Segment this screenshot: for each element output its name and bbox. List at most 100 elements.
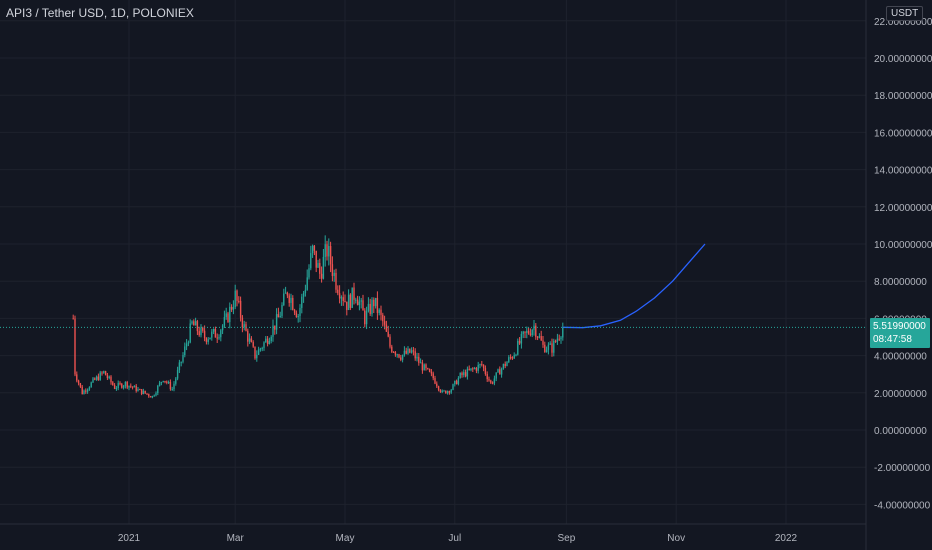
candle-body — [311, 245, 314, 254]
candle-body — [227, 313, 229, 323]
x-tick-label: 2022 — [775, 533, 798, 544]
candle-body — [306, 277, 308, 290]
candle-body — [182, 355, 184, 362]
candle-body — [113, 385, 116, 389]
candle-body — [151, 395, 154, 398]
candle-body — [326, 244, 328, 257]
candle-body — [540, 336, 542, 341]
candle-body — [76, 374, 78, 381]
currency-badge[interactable]: USDT — [886, 6, 924, 21]
candle-body — [131, 386, 134, 388]
candle-body — [74, 318, 76, 375]
candle-body — [268, 340, 271, 345]
candle-body — [146, 393, 148, 395]
candle-body — [389, 336, 391, 347]
candle-body — [286, 292, 289, 296]
candle-body — [556, 338, 559, 342]
candle-body — [457, 378, 460, 385]
x-tick-label: 2021 — [118, 533, 141, 544]
candle-body — [252, 342, 254, 347]
candle-body — [241, 317, 244, 328]
candle-body — [425, 364, 427, 369]
candle-body — [391, 346, 393, 352]
candle-body — [248, 338, 251, 342]
candle-body — [410, 350, 413, 353]
projection-line — [562, 243, 706, 329]
candle-body — [506, 362, 508, 367]
candle-body — [554, 340, 557, 342]
candle-body — [396, 354, 398, 356]
candle-body — [313, 245, 316, 251]
candle-body — [545, 349, 548, 353]
candle-body — [148, 394, 150, 397]
candle-body — [90, 382, 92, 388]
candle-body — [189, 323, 191, 343]
candle-body — [421, 362, 424, 371]
candle-body — [371, 299, 373, 314]
candle-body — [275, 314, 278, 330]
candle-body — [409, 348, 411, 353]
candle-body — [272, 325, 274, 337]
price-axis[interactable]: 22.00000000 20.00000000 18.00000000 16.0000… — [874, 17, 932, 512]
candle-body — [383, 321, 386, 325]
candle-body — [119, 383, 121, 385]
candle-body — [455, 380, 458, 385]
candle-body — [153, 395, 155, 397]
candle-body — [97, 376, 100, 381]
candle-body — [193, 321, 195, 326]
x-tick-label: Sep — [558, 533, 576, 544]
candle-body — [436, 383, 438, 387]
candle-body — [290, 297, 292, 303]
candle-body — [418, 356, 420, 363]
candle-body — [104, 371, 107, 376]
candle-body — [259, 348, 262, 350]
candle-body — [515, 354, 517, 356]
candle-body — [301, 296, 303, 308]
time-axis[interactable]: 2021 Mar May Jul Sep Nov 2022 — [118, 533, 798, 544]
candle-body — [266, 338, 269, 345]
candle-body — [167, 382, 170, 384]
candle-body — [374, 297, 377, 307]
candle-body — [380, 309, 382, 315]
candle-body — [542, 340, 544, 345]
candle-body — [355, 299, 357, 301]
candle-body — [194, 321, 197, 326]
candle-body — [221, 325, 224, 331]
candle-body — [295, 312, 298, 318]
candle-body — [256, 354, 258, 359]
candle-body — [212, 328, 215, 332]
candle-body — [459, 372, 461, 379]
candle-body — [342, 297, 344, 301]
candle-body — [79, 383, 82, 387]
candle-body — [239, 300, 242, 318]
x-tick-label: Jul — [448, 533, 461, 544]
candle-body — [331, 264, 334, 277]
candle-body — [281, 304, 283, 316]
candle-body — [207, 339, 209, 342]
candle-body — [437, 386, 440, 390]
candle-body — [72, 318, 74, 320]
y-tick-label: 14.00000000 — [874, 166, 932, 177]
candle-body — [200, 327, 202, 336]
candle-body — [230, 306, 233, 310]
candle-body — [558, 338, 560, 340]
candle-body — [319, 263, 321, 274]
candle-body — [463, 372, 465, 376]
candle-body — [416, 356, 418, 359]
candle-body — [191, 321, 193, 324]
candle-body — [414, 351, 416, 359]
candle-body — [490, 380, 492, 383]
candle-body — [135, 385, 137, 392]
candle-body — [461, 372, 463, 376]
candle-body — [518, 340, 521, 344]
candle-body — [198, 331, 200, 336]
candle-body — [520, 333, 523, 344]
y-tick-label: 12.00000000 — [874, 203, 932, 214]
candle-body — [155, 393, 157, 396]
candle-body — [358, 301, 361, 306]
candle-body — [473, 368, 476, 370]
candle-body — [387, 331, 389, 337]
symbol-title[interactable]: API3 / Tether USD, 1D, POLONIEX — [6, 6, 194, 20]
